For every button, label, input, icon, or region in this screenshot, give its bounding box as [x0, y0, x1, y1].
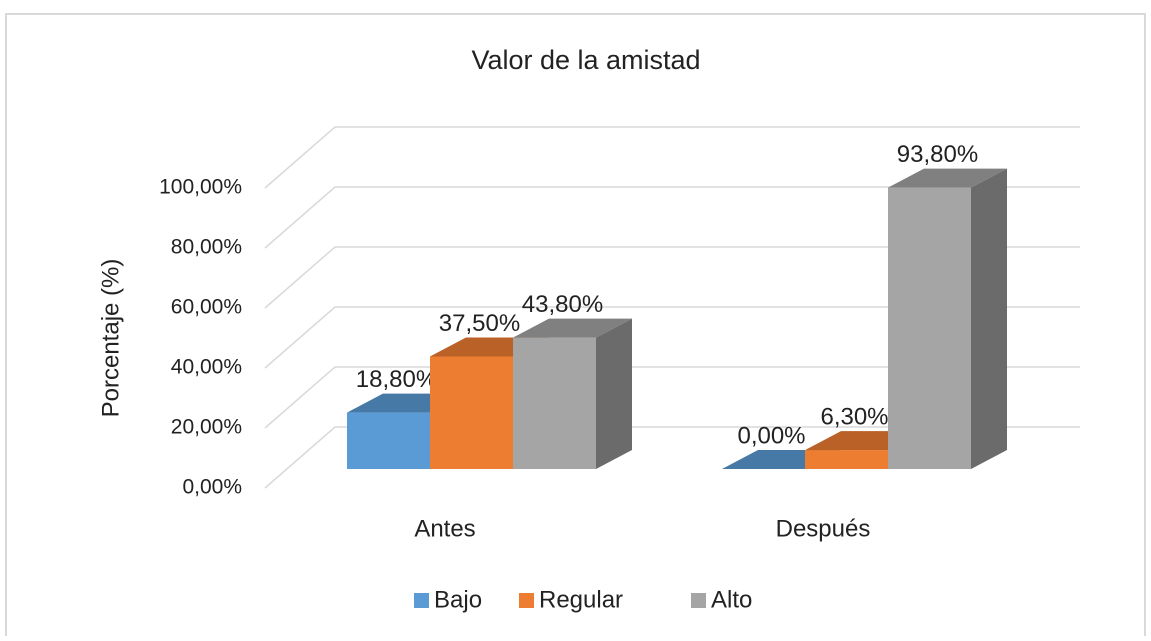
bar-side	[971, 168, 1007, 469]
grid-line	[264, 246, 1080, 309]
y-tick-label: 60,00%	[171, 296, 242, 319]
x-tick-label: Después	[776, 515, 871, 542]
value-label: 43,80%	[522, 291, 603, 318]
chart-title: Valor de la amistad	[471, 45, 700, 75]
bar-top-shade	[513, 318, 632, 338]
legend-label: Bajo	[434, 586, 482, 613]
bar	[888, 168, 1007, 469]
bar-front	[888, 187, 971, 469]
bar-top-shade	[888, 168, 1007, 188]
value-label: 93,80%	[897, 141, 978, 168]
value-label: 6,30%	[820, 403, 888, 430]
legend-swatch	[691, 593, 706, 608]
x-tick-label: Antes	[414, 515, 475, 542]
value-label: 0,00%	[737, 422, 805, 449]
bar-front	[430, 356, 513, 469]
y-tick-label: 40,00%	[171, 356, 242, 379]
bar-front	[513, 337, 596, 469]
value-label: 37,50%	[439, 310, 520, 337]
legend-label: Regular	[539, 586, 623, 613]
y-tick-label: 80,00%	[171, 236, 242, 259]
grid-line	[264, 306, 1080, 369]
legend-label: Alto	[711, 586, 752, 613]
grid-line	[264, 426, 1080, 489]
bar	[513, 318, 632, 469]
legend-swatch	[414, 593, 429, 608]
value-label: 18,80%	[356, 366, 437, 393]
bar-side-shade	[596, 318, 632, 469]
y-tick-label: 0,00%	[182, 476, 242, 499]
legend-swatch	[519, 593, 534, 608]
bar-front	[347, 412, 430, 469]
bar-side-shade	[971, 168, 1007, 469]
grid-line	[264, 366, 1080, 429]
bar-side	[596, 318, 632, 469]
grid-line	[264, 126, 1080, 189]
bar-front	[805, 450, 888, 469]
bar-top	[888, 168, 1007, 188]
y-tick-label: 20,00%	[171, 416, 242, 439]
bar-top	[513, 318, 632, 338]
y-axis-label: Porcentaje (%)	[97, 259, 124, 418]
chart-border	[5, 13, 1146, 641]
grid-line	[264, 186, 1080, 249]
y-tick-label: 100,00%	[159, 176, 242, 199]
